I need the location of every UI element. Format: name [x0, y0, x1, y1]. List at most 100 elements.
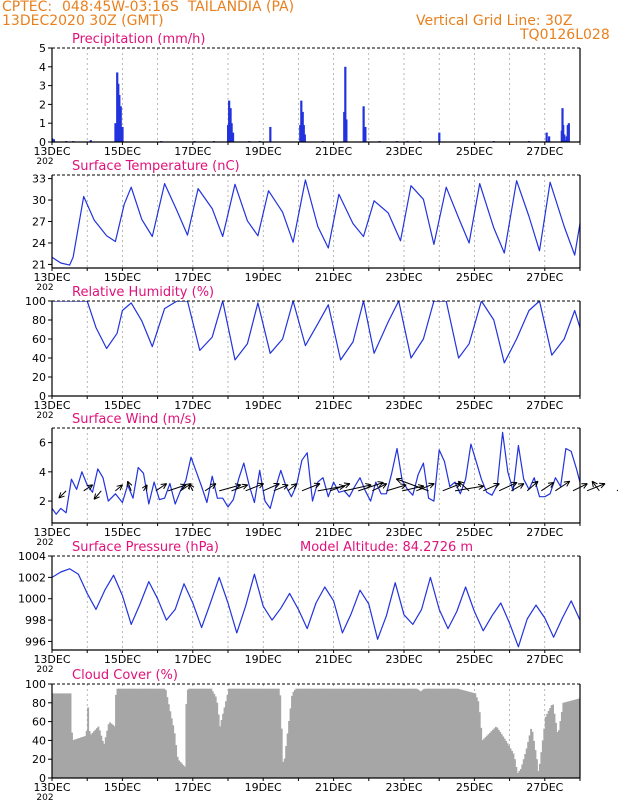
wind-arrowhead [180, 483, 187, 490]
cloud-bar [547, 711, 550, 778]
cloud-bar [116, 688, 119, 778]
wind-arrowhead [563, 480, 571, 487]
wind-vector [591, 480, 600, 492]
wind-vector [344, 484, 372, 492]
precip-bar [231, 132, 235, 142]
y-tick-label: 0 [39, 136, 46, 149]
cloud-bar [519, 768, 522, 778]
x-year-label: 202 [36, 157, 53, 167]
cloud-bar [518, 770, 521, 778]
x-tick-label: 15DEC [104, 781, 141, 794]
precip-bar [118, 95, 121, 142]
cloud-bar [96, 728, 98, 778]
cloud-bar [145, 688, 148, 778]
cloud-bar [269, 688, 271, 778]
cloud-bar [480, 727, 483, 778]
cloud-bar [305, 688, 308, 778]
cloud-bar [65, 693, 68, 778]
cloud-bar [484, 737, 487, 778]
cloud-bar [461, 689, 464, 778]
wind-vector [442, 483, 461, 492]
cloud-bar [198, 688, 201, 778]
x-tick-label: 27DEC [526, 271, 563, 284]
cloud-bar [464, 690, 466, 778]
cloud-bar [467, 691, 469, 778]
cloud-bar [72, 740, 75, 778]
cloud-bar [327, 688, 330, 778]
cloud-bar [540, 752, 543, 778]
x-tick-label: 21DEC [315, 399, 352, 412]
x-tick-label: 15DEC [104, 526, 141, 539]
cloud-bar [295, 688, 298, 778]
precip-bar [119, 106, 122, 142]
cloud-bar [324, 688, 327, 778]
x-tick-label: 13DEC [33, 781, 70, 794]
cloud-bar [160, 688, 163, 778]
wind-arrowhead [547, 481, 555, 488]
cloud-bar [296, 688, 299, 778]
cloud-bar [81, 737, 84, 778]
precip-bar [562, 125, 565, 142]
cloud-bar [471, 692, 474, 778]
cloud-bar [288, 720, 290, 778]
precip-bar [52, 139, 55, 142]
y-tick-label: 100 [25, 678, 46, 691]
cloud-bar [276, 688, 279, 778]
cloud-bar [167, 704, 170, 778]
cloud-bar [386, 688, 389, 778]
cloud-bar [62, 693, 65, 778]
cloud-bar [440, 688, 443, 778]
cloud-bar [313, 688, 315, 778]
cloud-bar [424, 688, 427, 778]
cloud-bar [443, 688, 446, 778]
cloud-bar [398, 688, 400, 778]
cloud-bar [553, 713, 556, 778]
wind-vector [155, 483, 167, 492]
wind-arrowhead [257, 482, 264, 489]
cloud-bar [365, 688, 368, 778]
cloud-bar [521, 764, 524, 778]
cloud-bar [455, 688, 458, 778]
cloud-bar [486, 735, 488, 778]
cloud-bar [475, 697, 478, 778]
cloud-bar [449, 688, 452, 778]
cloud-bar [217, 714, 220, 778]
cloud-bar [156, 688, 158, 778]
cloud-bar [206, 688, 208, 778]
cloud-bar [387, 688, 390, 778]
cloud-bar [115, 694, 117, 778]
cloud-bar [408, 688, 411, 778]
cloud-bar [494, 726, 497, 778]
wind-arrowhead [160, 483, 168, 490]
x-tick-label: 25DEC [456, 145, 493, 158]
cloud-bar [176, 756, 179, 778]
wind-arrowhead [234, 483, 242, 490]
x-year-label: 202 [36, 793, 53, 800]
x-tick-label: 27DEC [526, 399, 563, 412]
x-year-label: 202 [36, 411, 53, 421]
cloud-bar [194, 688, 197, 778]
cloud-bar [374, 688, 377, 778]
cloud-bar [247, 688, 249, 778]
header-location: 048:45W-03:16S TAILANDIA (PA) [62, 0, 295, 15]
cloud-bar [304, 688, 307, 778]
cloud-bar [285, 746, 288, 778]
cloud-bar [308, 688, 311, 778]
cloud-bar [389, 688, 392, 778]
wind-arrowhead [290, 483, 298, 490]
wind-vector [358, 481, 384, 492]
cloud-bar [207, 688, 210, 778]
cloud-bar [572, 700, 575, 778]
x-tick-label: 19DEC [245, 653, 282, 666]
cloud-bar [355, 688, 358, 778]
cloud-bar [332, 688, 334, 778]
header-code: TQ0126L028 [520, 27, 610, 43]
wind-arrowhead [457, 480, 465, 487]
cloud-bar [252, 688, 255, 778]
cloud-bar [376, 688, 378, 778]
wind-vector [143, 484, 148, 492]
cloud-bar [556, 732, 559, 778]
cloud-bar [406, 688, 409, 778]
x-tick-label: 15DEC [104, 145, 141, 158]
cloud-bar [204, 688, 207, 778]
